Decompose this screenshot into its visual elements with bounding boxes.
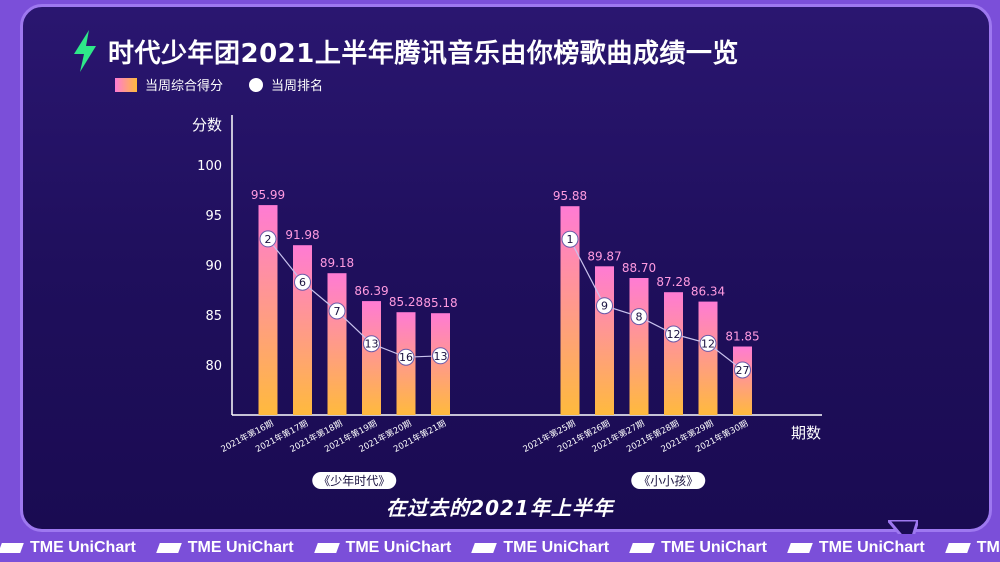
rank-label: 13 — [434, 350, 448, 363]
bar-value-label: 86.34 — [691, 285, 725, 299]
watermark-item: TME UniChart — [155, 539, 294, 557]
rank-label: 7 — [334, 305, 341, 318]
score-bar — [595, 266, 614, 415]
rank-point — [328, 302, 346, 320]
legend-score-swatch — [115, 77, 137, 92]
rank-label: 12 — [701, 337, 715, 350]
rank-label: 8 — [636, 311, 643, 324]
watermark-text: TME UniChart — [30, 539, 136, 556]
rank-label: 13 — [365, 338, 379, 351]
watermark-item: TME UniChart — [629, 539, 767, 557]
bar-value-label: 86.39 — [354, 284, 388, 298]
rank-label: 6 — [299, 276, 306, 289]
score-bar — [733, 346, 752, 415]
rank-point — [699, 334, 717, 352]
score-bar — [362, 301, 381, 415]
bar-value-label: 85.18 — [423, 296, 457, 310]
legend-rank-dot — [249, 77, 264, 92]
rank-point — [397, 348, 415, 366]
y-tick-label: 95 — [205, 209, 222, 224]
chart-title: 时代少年团2021上半年腾讯音乐由你榜歌曲成绩一览 — [108, 38, 739, 69]
bar-value-label: 89.18 — [320, 256, 354, 270]
score-bar — [293, 245, 312, 415]
bar-value-label: 88.70 — [622, 261, 656, 275]
subtitle-caption: 在过去的2021年上半年 — [386, 496, 614, 520]
score-bar — [629, 278, 649, 415]
score-bar — [560, 206, 580, 415]
rank-point — [259, 230, 277, 248]
bar-value-label: 89.87 — [587, 249, 621, 263]
rank-label: 2 — [265, 233, 272, 246]
rank-point — [596, 297, 613, 315]
rank-point — [561, 230, 579, 248]
y-tick-label: 80 — [205, 359, 222, 374]
watermark-text: TME UniChart — [661, 539, 767, 556]
chart-panel — [20, 4, 992, 532]
rank-point — [630, 308, 648, 326]
bar-value-label: 91.98 — [285, 228, 319, 242]
y-axis-title: 分数 — [192, 116, 222, 134]
watermark-text: TME UniChart — [976, 539, 1000, 556]
rank-label: 9 — [601, 300, 608, 313]
rank-label: 1 — [567, 233, 574, 246]
title-row: 时代少年团2021上半年腾讯音乐由你榜歌曲成绩一览 — [72, 30, 739, 72]
rank-label: 27 — [736, 364, 750, 377]
score-bar — [698, 301, 718, 415]
watermark-mark-icon — [944, 543, 971, 553]
rank-point — [363, 335, 380, 353]
watermark-item: TME UniChart — [313, 539, 452, 557]
y-tick-label: 90 — [205, 259, 222, 274]
rank-label: 16 — [399, 351, 413, 364]
watermark-mark-icon — [787, 543, 813, 553]
group-name-pill — [312, 472, 397, 489]
bar-value-label: 81.85 — [725, 330, 759, 344]
watermark-mark-icon — [0, 543, 24, 553]
group-name-label: 《小小孩》 — [638, 474, 698, 488]
watermark-mark-icon — [471, 543, 498, 553]
bar-value-label: 85.28 — [389, 295, 423, 309]
watermark-item: TME UniChart — [471, 539, 610, 557]
watermark-mark-icon — [313, 543, 340, 553]
bar-value-label: 87.28 — [656, 275, 690, 289]
y-tick-label: 100 — [197, 159, 222, 174]
legend-item-rank: 当周排名 — [249, 75, 323, 94]
score-bar — [258, 205, 278, 415]
rank-point — [294, 273, 311, 291]
legend-score-label: 当周综合得分 — [145, 79, 224, 94]
watermark-mark-icon — [155, 543, 182, 553]
legend-item-score: 当周综合得分 — [115, 75, 223, 94]
watermark-text: TME UniChart — [818, 539, 925, 556]
bar-value-label: 95.88 — [553, 189, 587, 203]
watermark-item: TME UniChart — [787, 539, 925, 557]
watermark-mark-icon — [629, 543, 655, 553]
group-name-pill — [631, 472, 706, 489]
watermark-text: TME UniChart — [345, 539, 452, 556]
group-name-label: 《少年时代》 — [318, 474, 390, 488]
lightning-bolt-icon — [74, 30, 96, 72]
legend-rank-label: 当周排名 — [271, 79, 324, 94]
watermark-item: TME UniChart — [0, 539, 136, 557]
bar-value-label: 95.99 — [251, 188, 285, 202]
watermark-item: TME UniChart — [944, 539, 1000, 557]
y-tick-label: 85 — [205, 309, 222, 324]
x-axis-title: 期数 — [791, 424, 821, 442]
score-bar — [664, 292, 683, 415]
rank-label: 12 — [667, 328, 681, 341]
score-bar — [327, 273, 347, 415]
legend: 当周综合得分 当周排名 — [115, 75, 349, 94]
rank-point — [734, 361, 751, 379]
rank-point — [665, 325, 682, 343]
watermark-bar: TME UniChart TME UniChart TME UniChart TME … — [0, 534, 1000, 562]
watermark-text: TME UniChart — [503, 539, 610, 556]
watermark-track: TME UniChart TME UniChart TME UniChart TME … — [0, 534, 1000, 562]
rank-point — [432, 347, 449, 365]
watermark-text: TME UniChart — [187, 539, 294, 556]
